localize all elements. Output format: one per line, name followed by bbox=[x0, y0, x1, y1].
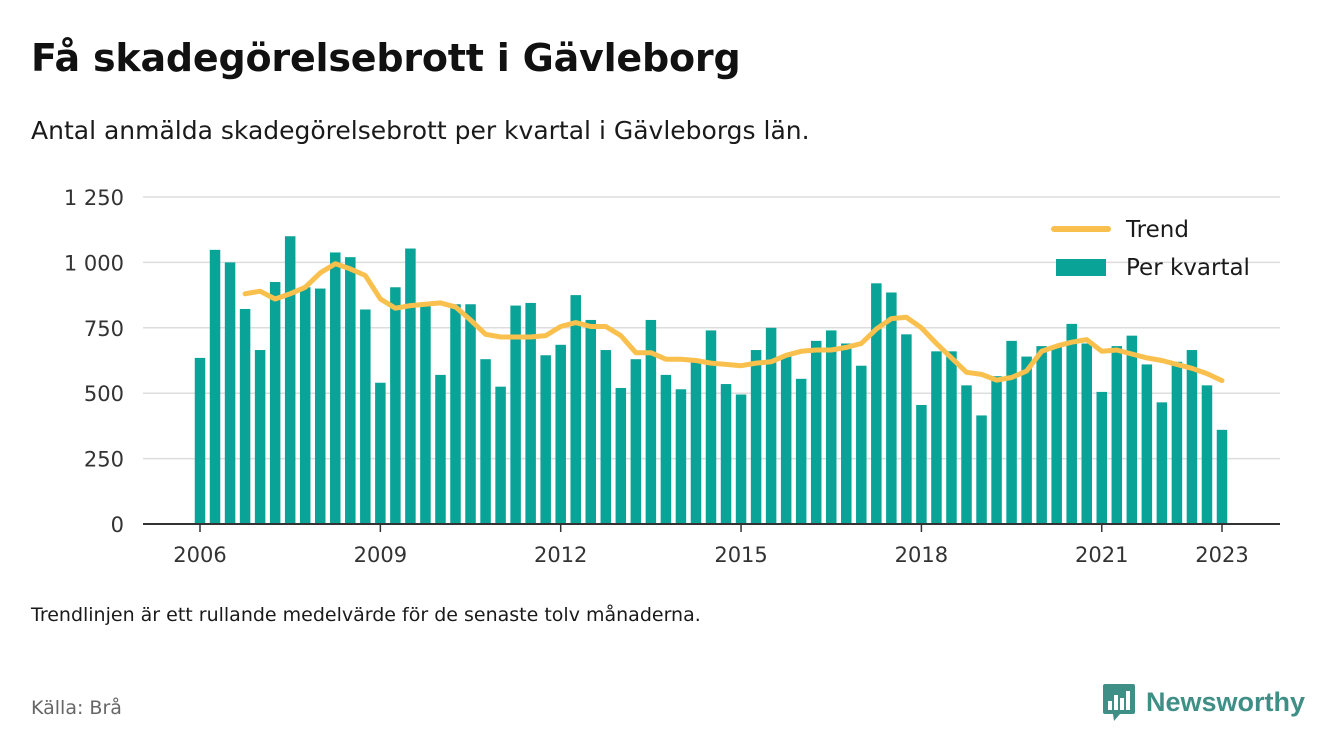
legend: Trend Per kvartal bbox=[1051, 217, 1250, 281]
bar bbox=[735, 394, 747, 524]
newsworthy-logo-icon bbox=[1103, 684, 1135, 721]
bar bbox=[435, 374, 446, 524]
y-tick-label: 250 bbox=[84, 448, 124, 472]
bar bbox=[194, 357, 206, 524]
bar bbox=[675, 389, 687, 524]
bar bbox=[299, 287, 311, 524]
bar bbox=[841, 343, 852, 524]
x-tick-label: 2009 bbox=[354, 543, 407, 567]
bar bbox=[1141, 364, 1153, 524]
legend-trend-label: Trend bbox=[1125, 217, 1189, 243]
bar bbox=[420, 304, 431, 524]
bar bbox=[1096, 391, 1108, 524]
bar bbox=[284, 236, 296, 524]
x-tick-label: 2006 bbox=[173, 543, 226, 567]
y-tick-label: 1 250 bbox=[64, 186, 124, 210]
trend-series bbox=[242, 261, 1225, 384]
bar-chart: 0 250 500 750 1 000 1 250 2006 2009 2012 2015 201… bbox=[64, 186, 1280, 567]
bar bbox=[1126, 335, 1138, 524]
x-tick-label: 2023 bbox=[1195, 543, 1248, 567]
bar bbox=[871, 283, 882, 524]
bar bbox=[720, 384, 732, 524]
bar bbox=[465, 304, 476, 524]
footnote: Trendlinjen är ett rullande medelvärde f… bbox=[31, 604, 701, 626]
bar bbox=[600, 350, 612, 524]
bar bbox=[540, 355, 551, 524]
y-axis-ticks: 0 250 500 750 1 000 1 250 bbox=[64, 186, 124, 537]
bar bbox=[570, 295, 581, 524]
x-tick-label: 2021 bbox=[1075, 543, 1128, 567]
bar bbox=[931, 351, 942, 524]
chart-subtitle: Antal anmälda skadegörelsebrott per kvar… bbox=[31, 116, 810, 145]
bar bbox=[750, 350, 762, 524]
y-tick-label: 750 bbox=[84, 317, 124, 341]
x-tick-label: 2012 bbox=[534, 543, 587, 567]
bar bbox=[1051, 346, 1062, 524]
bar bbox=[615, 387, 627, 524]
bar bbox=[495, 386, 506, 524]
bar bbox=[345, 257, 356, 524]
y-tick-label: 500 bbox=[84, 382, 124, 406]
y-tick-label: 1 000 bbox=[64, 251, 124, 275]
bar bbox=[780, 355, 792, 524]
x-tick-label: 2015 bbox=[714, 543, 767, 567]
x-tick-label: 2018 bbox=[895, 543, 948, 567]
bar bbox=[239, 308, 251, 524]
y-tick-label: 0 bbox=[111, 513, 124, 537]
bar bbox=[585, 319, 597, 524]
bar bbox=[645, 319, 657, 524]
bar bbox=[1006, 340, 1017, 524]
bar bbox=[390, 287, 401, 524]
x-axis: 2006 2009 2012 2015 2018 2021 2023 bbox=[143, 523, 1280, 567]
bar bbox=[555, 344, 566, 524]
bar bbox=[795, 378, 807, 524]
bar bbox=[1201, 385, 1213, 524]
bar bbox=[1021, 356, 1032, 524]
bar bbox=[916, 404, 927, 524]
bar bbox=[976, 415, 987, 524]
bar bbox=[765, 327, 777, 524]
bar bbox=[525, 302, 536, 524]
bar bbox=[1171, 361, 1183, 524]
bar bbox=[1081, 343, 1092, 524]
brand-name: Newsworthy bbox=[1146, 686, 1306, 717]
bar bbox=[946, 351, 957, 524]
bar bbox=[705, 330, 717, 524]
bar bbox=[450, 304, 461, 524]
legend-bars-swatch bbox=[1056, 259, 1106, 276]
bar bbox=[224, 262, 236, 524]
bar bbox=[269, 282, 281, 524]
trend-line bbox=[242, 261, 1225, 384]
bar bbox=[1186, 350, 1198, 524]
bar bbox=[856, 365, 867, 524]
bar bbox=[1216, 429, 1228, 524]
bar bbox=[630, 359, 642, 524]
bar bbox=[254, 350, 266, 524]
brand-logo: Newsworthy bbox=[1102, 682, 1305, 722]
bar bbox=[1066, 323, 1077, 524]
bar bbox=[901, 334, 912, 524]
bar bbox=[690, 361, 702, 524]
bar bbox=[810, 340, 822, 524]
legend-bars-label: Per kvartal bbox=[1126, 255, 1250, 281]
bar bbox=[209, 249, 221, 524]
bar bbox=[1111, 346, 1123, 524]
bar bbox=[314, 288, 326, 524]
bar bbox=[1036, 346, 1047, 524]
bar bbox=[480, 359, 491, 524]
bar bbox=[510, 305, 521, 524]
bar bbox=[405, 248, 416, 524]
bar bbox=[961, 385, 972, 524]
bar bbox=[1156, 402, 1168, 524]
bar bbox=[330, 252, 341, 524]
bar bbox=[660, 374, 672, 524]
chart-title: Få skadegörelsebrott i Gävleborg bbox=[31, 36, 741, 80]
bar bbox=[375, 382, 386, 524]
bar bbox=[886, 292, 897, 524]
source-credit: Källa: Brå bbox=[31, 697, 122, 719]
bar-series bbox=[194, 236, 1228, 524]
bar bbox=[825, 330, 837, 524]
bar bbox=[991, 376, 1002, 524]
bar bbox=[360, 309, 371, 524]
